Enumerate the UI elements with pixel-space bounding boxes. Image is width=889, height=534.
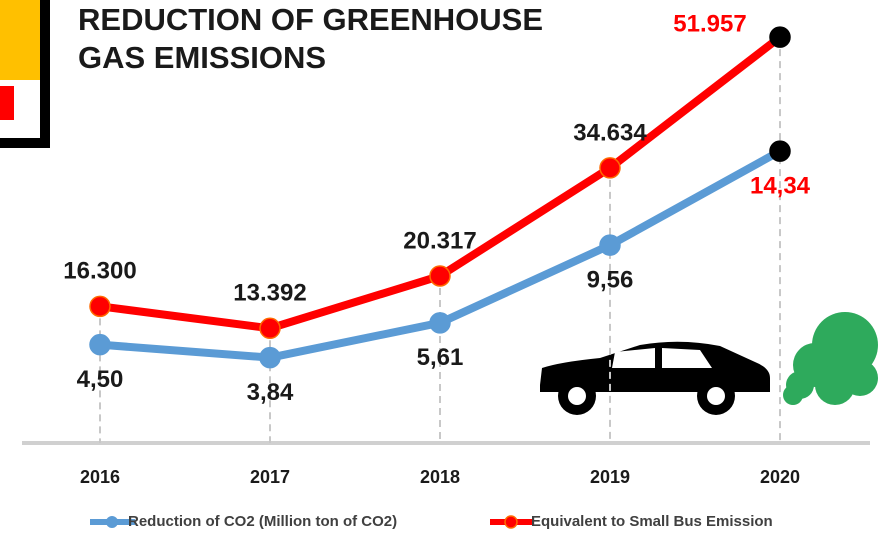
data-label: 14,34 [750, 172, 811, 199]
smoke-cloud [783, 312, 878, 405]
x-tick-label: 2016 [80, 467, 120, 487]
legend: Reduction of CO2 (Million ton of CO2) Eq… [90, 513, 773, 530]
corner-badge [0, 0, 50, 148]
x-tick-label: 2020 [760, 467, 800, 487]
data-label: 20.317 [403, 227, 476, 254]
chart-title: REDUCTION OF GREENHOUSE [78, 2, 543, 37]
car [540, 341, 770, 415]
data-point [769, 140, 791, 162]
data-point [259, 317, 281, 340]
legend-label: Equivalent to Small Bus Emission [531, 513, 773, 530]
data-point [429, 312, 451, 334]
data-point [769, 26, 791, 48]
data-label: 16.300 [63, 258, 136, 285]
data-label: 34.634 [573, 119, 647, 146]
data-label: 3,84 [247, 379, 294, 406]
data-label: 51.957 [673, 10, 746, 37]
chart-title: GAS EMISSIONS [78, 40, 326, 75]
data-point [599, 157, 621, 179]
data-label: 5,61 [417, 344, 464, 371]
x-tick-label: 2018 [420, 467, 460, 487]
data-point [429, 265, 451, 287]
data-point [259, 346, 281, 369]
data-label: 9,56 [587, 266, 634, 293]
x-tick-label: 2019 [590, 467, 630, 487]
data-label: 13.392 [233, 280, 306, 307]
data-point [89, 333, 111, 356]
x-tick-label: 2017 [250, 467, 290, 487]
data-point [599, 234, 621, 256]
data-label: 4,50 [77, 366, 124, 393]
data-point [89, 295, 111, 318]
legend-label: Reduction of CO2 (Million ton of CO2) [128, 513, 397, 530]
